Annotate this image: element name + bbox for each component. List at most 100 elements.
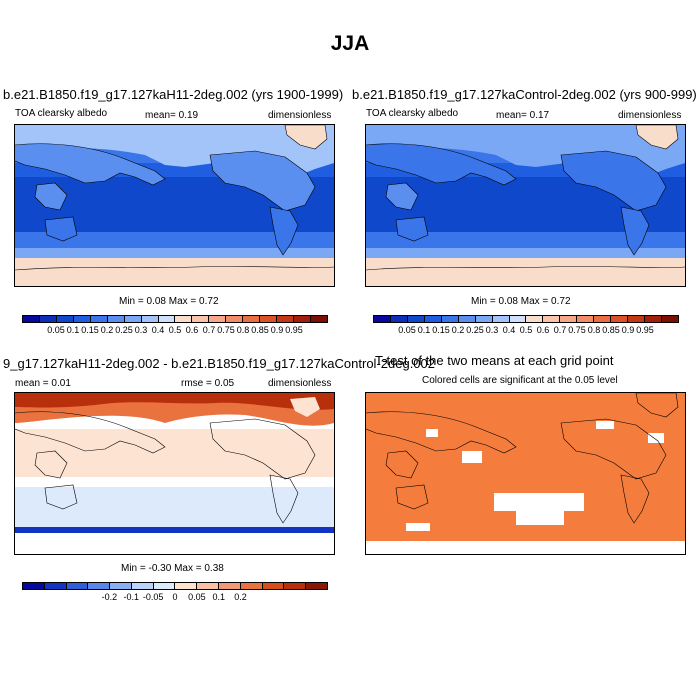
panel4-subtitle: Colored cells are significant at the 0.0… (422, 375, 618, 386)
panel2-units: dimensionless (618, 110, 682, 121)
colorbar-swatch (175, 316, 193, 322)
colorbar-tick-label: 0.05 (188, 592, 206, 602)
colorbar-swatch (277, 316, 294, 322)
colorbar-swatch (526, 316, 544, 322)
colorbar-tick-label: 0.9 (270, 325, 284, 335)
colorbar-tick-label: 0.95 (285, 325, 303, 335)
colorbar-swatch (73, 316, 91, 322)
colorbar-tick-label: 0.95 (636, 325, 654, 335)
colorbar-tick-label: 0.5 (519, 325, 533, 335)
colorbar-swatch (509, 316, 527, 322)
colorbar-swatch (153, 583, 176, 589)
panel3-colorbar (22, 582, 328, 590)
colorbar-swatch (390, 316, 408, 322)
colorbar-tick-label: 0.15 (81, 325, 99, 335)
colorbar-swatch (628, 316, 645, 322)
colorbar-swatch (175, 583, 198, 589)
panel3-units: dimensionless (268, 378, 332, 389)
colorbar-swatch (90, 316, 108, 322)
colorbar-swatch (424, 316, 442, 322)
panel3-map (14, 392, 335, 555)
colorbar-tick-label: 0.7 (553, 325, 567, 335)
colorbar-tick-label: 0.25 (115, 325, 133, 335)
colorbar-swatch (560, 316, 578, 322)
panel2-map (365, 124, 686, 287)
colorbar-swatch (66, 583, 89, 589)
panel1-variable: TOA clearsky albedo (15, 108, 108, 119)
colorbar-swatch (543, 316, 561, 322)
colorbar-tick-label: 0.4 (502, 325, 516, 335)
panel4-title: T-test of the two means at each grid poi… (375, 353, 614, 368)
colorbar-tick-label: 0.2 (451, 325, 465, 335)
colorbar-swatch (577, 316, 595, 322)
colorbar-tick-label: 0.8 (236, 325, 250, 335)
colorbar-swatch (458, 316, 476, 322)
colorbar-swatch (209, 316, 227, 322)
colorbar-swatch (158, 316, 176, 322)
colorbar-swatch (594, 316, 612, 322)
colorbar-swatch (611, 316, 629, 322)
colorbar-swatch (262, 583, 285, 589)
panel1-map (14, 124, 335, 287)
colorbar-swatch (44, 583, 67, 589)
panel1-minmax: Min = 0.08 Max = 0.72 (119, 296, 219, 307)
colorbar-swatch (39, 316, 57, 322)
colorbar-tick-label: 0.1 (417, 325, 431, 335)
colorbar-tick-label: 0.75 (568, 325, 586, 335)
panel1-mean: mean= 0.19 (145, 110, 199, 121)
colorbar-swatch (56, 316, 74, 322)
figure-title: JJA (330, 32, 370, 55)
colorbar-tick-label: 0.9 (621, 325, 635, 335)
colorbar-tick-label: 0.05 (398, 325, 416, 335)
colorbar-swatch (124, 316, 142, 322)
colorbar-swatch (197, 583, 220, 589)
colorbar-swatch (23, 316, 40, 322)
colorbar-tick-label: -0.1 (123, 592, 140, 602)
panel2-variable: TOA clearsky albedo (366, 108, 459, 119)
colorbar-tick-label: 0.6 (536, 325, 550, 335)
colorbar-swatch (23, 583, 45, 589)
colorbar-tick-label: -0.2 (101, 592, 118, 602)
colorbar-swatch (107, 316, 125, 322)
colorbar-swatch (240, 583, 263, 589)
panel3-minmax: Min = -0.30 Max = 0.38 (121, 563, 224, 574)
colorbar-swatch (645, 316, 662, 322)
colorbar-tick-label: 0.85 (251, 325, 269, 335)
colorbar-tick-label: 0.2 (234, 592, 247, 602)
colorbar-tick-label: 0.5 (168, 325, 182, 335)
colorbar-tick-label: 0.3 (485, 325, 499, 335)
panel4-map (365, 392, 686, 555)
colorbar-swatch (131, 583, 154, 589)
panel3-rmse: rmse = 0.05 (181, 378, 235, 389)
colorbar-tick-label: 0 (172, 592, 178, 602)
colorbar-swatch (260, 316, 278, 322)
colorbar-swatch (219, 583, 241, 589)
panel1-title: b.e21.B1850.f19_g17.127kaH11-2deg.002 (y… (3, 87, 344, 102)
colorbar-swatch (243, 316, 261, 322)
colorbar-swatch (306, 583, 327, 589)
colorbar-tick-label: 0.85 (602, 325, 620, 335)
colorbar-swatch (192, 316, 210, 322)
colorbar-swatch (226, 316, 244, 322)
colorbar-tick-label: 0.6 (185, 325, 199, 335)
colorbar-tick-label: 0.25 (466, 325, 484, 335)
panel1-units: dimensionless (268, 110, 332, 121)
colorbar-swatch (284, 583, 307, 589)
colorbar-swatch (475, 316, 493, 322)
colorbar-tick-label: 0.7 (202, 325, 216, 335)
colorbar-swatch (294, 316, 311, 322)
panel2-mean: mean= 0.17 (496, 110, 550, 121)
colorbar-swatch (110, 583, 132, 589)
colorbar-tick-label: 0.1 (212, 592, 225, 602)
panel1-colorbar (22, 315, 328, 323)
panel2-title: b.e21.B1850.f19_g17.127kaControl-2deg.00… (352, 87, 697, 102)
colorbar-tick-label: 0.3 (134, 325, 148, 335)
panel2-colorbar (373, 315, 679, 323)
panel3-mean: mean = 0.01 (15, 378, 71, 389)
colorbar-swatch (88, 583, 111, 589)
panel3-title: 9_g17.127kaH11-2deg.002 - b.e21.B1850.f1… (3, 356, 435, 371)
colorbar-tick-label: 0.05 (47, 325, 65, 335)
colorbar-swatch (492, 316, 510, 322)
colorbar-tick-label: 0.75 (217, 325, 235, 335)
colorbar-swatch (141, 316, 159, 322)
